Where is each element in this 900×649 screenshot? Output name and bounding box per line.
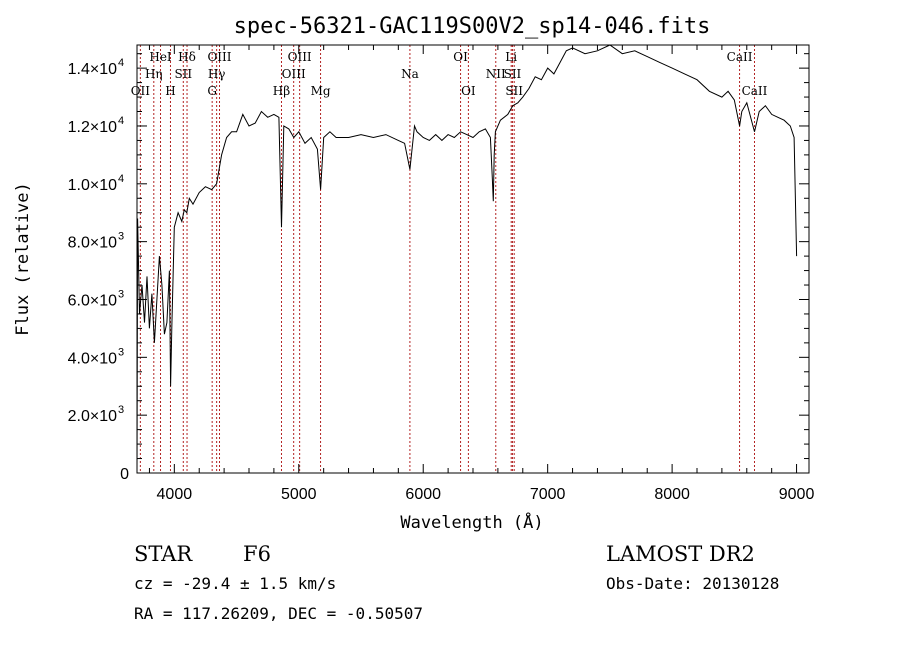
chart-title: spec-56321-GAC119S00V2_sp14-046.fits: [234, 14, 711, 39]
line-label: H: [165, 84, 175, 98]
object-class: STAR: [134, 542, 193, 566]
line-label: NII: [486, 67, 506, 81]
x-tick-label: 4000: [157, 486, 193, 503]
y-tick-label: 1.2×10: [68, 119, 117, 136]
x-tick-label: 7000: [530, 486, 566, 503]
spectrum-line: [136, 44, 798, 474]
x-tick-label: 9000: [779, 486, 815, 503]
y-tick-exponent: 4: [118, 115, 124, 127]
y-tick-exponent: 4: [118, 173, 124, 185]
line-label: Hβ: [273, 84, 290, 98]
y-tick-label: 1.0×10: [68, 177, 117, 194]
x-tick-label: 6000: [405, 486, 441, 503]
y-tick-label: 1.4×10: [68, 61, 117, 78]
line-label: Mg: [311, 84, 331, 98]
y-tick-label: 6.0×10: [68, 292, 117, 309]
y-tick-exponent: 3: [118, 288, 124, 300]
y-tick-exponent: 3: [118, 231, 124, 243]
line-markers: [139, 45, 755, 473]
y-tick-exponent: 3: [118, 346, 124, 358]
line-label: Hγ: [208, 67, 226, 81]
line-labels: OII Hη HeI H SII Hδ G Hγ OIII Hβ OIII OIII Mg Na OI OI N…: [131, 50, 768, 98]
line-label: Hη: [145, 67, 163, 81]
y-tick-exponent: 4: [118, 57, 124, 69]
y-axis: 02.0×10 34.0×10 36.0×10 38.0×10 31.0×10 41.2×…: [68, 53, 809, 483]
line-label: OI: [461, 84, 476, 98]
line-label: OIII: [282, 67, 306, 81]
y-tick-label: 4.0×10: [68, 350, 117, 367]
obs-date: Obs-Date: 20130128: [606, 574, 779, 593]
line-label: OIII: [288, 50, 312, 64]
x-axis: 4000 5000 6000 7000 8000 9000: [148, 45, 815, 503]
line-label: SII: [505, 84, 523, 98]
y-axis-label: Flux (relative): [13, 182, 33, 336]
line-label: G: [207, 84, 217, 98]
y-tick-label: 2.0×10: [68, 408, 117, 425]
survey-name: LAMOST DR2: [606, 542, 755, 566]
line-label: Li: [505, 50, 517, 64]
x-tick-label: 8000: [654, 486, 690, 503]
line-label: Na: [401, 67, 419, 81]
coords-text: RA = 117.26209, DEC = -0.50507: [134, 604, 423, 623]
line-label: Hδ: [178, 50, 196, 64]
x-tick-label: 5000: [281, 486, 317, 503]
line-label: OII: [131, 84, 151, 98]
y-tick-label: 0: [120, 466, 129, 483]
y-tick-exponent: 3: [118, 404, 124, 416]
line-label: HeI: [149, 50, 172, 64]
line-label: OI: [453, 50, 468, 64]
line-label: OIII: [207, 50, 231, 64]
y-tick-label: 8.0×10: [68, 235, 117, 252]
x-axis-label: Wavelength (Å): [400, 511, 543, 533]
line-label: SII: [174, 67, 192, 81]
redshift-text: cz = -29.4 ± 1.5 km/s: [134, 574, 336, 593]
plot-frame: [136, 44, 810, 474]
line-label: CaII: [742, 84, 768, 98]
line-label: SII: [504, 67, 522, 81]
object-subclass: F6: [243, 542, 271, 566]
line-label: CaII: [727, 50, 753, 64]
